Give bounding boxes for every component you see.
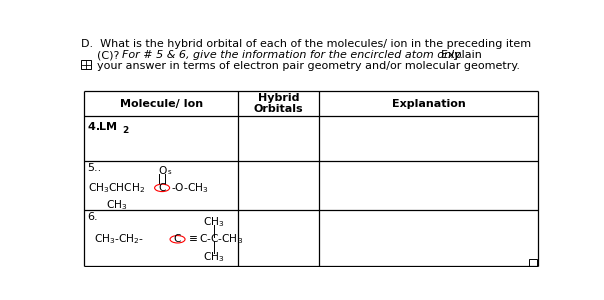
Text: CH$_3$-CH$_2$-: CH$_3$-CH$_2$- xyxy=(94,232,144,246)
Text: 4.: 4. xyxy=(88,122,104,132)
Text: CH$_3$: CH$_3$ xyxy=(203,215,225,229)
Text: C: C xyxy=(158,183,166,193)
Text: 2: 2 xyxy=(122,126,128,135)
Text: CH$_3$: CH$_3$ xyxy=(106,198,128,212)
Text: your answer in terms of electron pair geometry and/or molecular geometry.: your answer in terms of electron pair ge… xyxy=(97,61,520,71)
Text: For # 5 & 6, give the information for the encircled atom only.: For # 5 & 6, give the information for th… xyxy=(122,50,463,60)
Text: LM: LM xyxy=(100,122,117,132)
FancyBboxPatch shape xyxy=(81,61,91,69)
Text: -O-CH$_3$: -O-CH$_3$ xyxy=(172,181,209,195)
Text: 5..: 5.. xyxy=(88,163,102,173)
Text: 6.: 6. xyxy=(88,212,98,222)
Text: s: s xyxy=(168,169,172,175)
Text: C: C xyxy=(174,234,181,244)
Text: Explanation: Explanation xyxy=(391,99,465,109)
Text: CH$_3$CHCH$_2$: CH$_3$CHCH$_2$ xyxy=(88,181,145,195)
Text: CH$_3$: CH$_3$ xyxy=(203,250,225,263)
Text: Explain: Explain xyxy=(434,50,481,60)
Text: Hybrid: Hybrid xyxy=(258,94,300,103)
FancyBboxPatch shape xyxy=(528,259,537,266)
Text: O: O xyxy=(158,166,166,176)
Text: (C)?: (C)? xyxy=(97,50,126,60)
Text: Molecule/ Ion: Molecule/ Ion xyxy=(120,99,203,109)
Text: $\equiv$C-C-CH$_3$: $\equiv$C-C-CH$_3$ xyxy=(187,232,243,246)
Text: Orbitals: Orbitals xyxy=(254,103,303,114)
Text: D.  What is the hybrid orbital of each of the molecules/ ion in the preceding it: D. What is the hybrid orbital of each of… xyxy=(81,40,532,50)
